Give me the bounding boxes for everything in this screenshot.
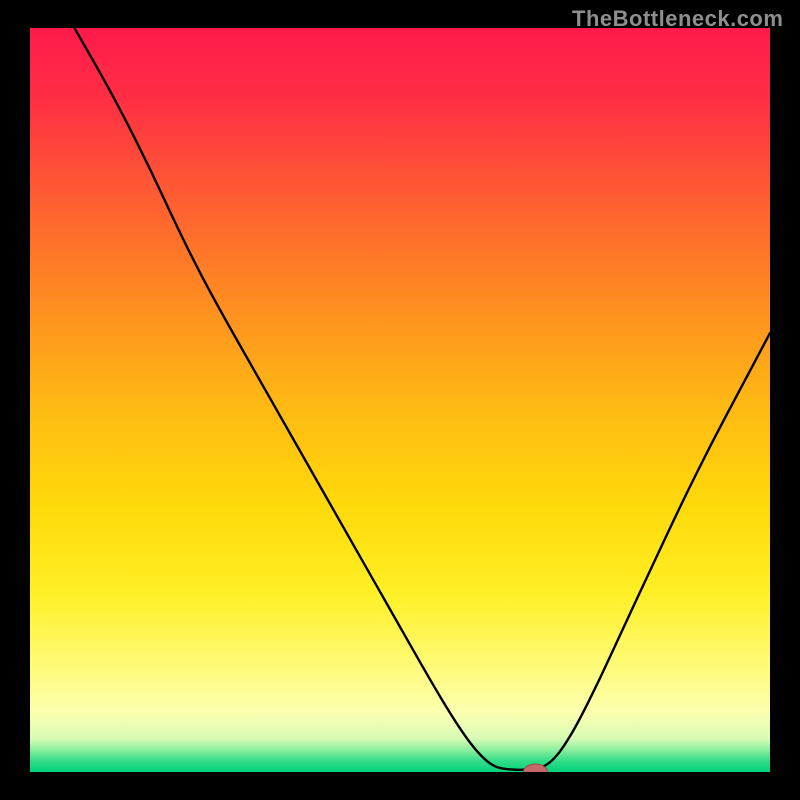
bottleneck-curve-chart (0, 0, 800, 800)
chart-container: TheBottleneck.com (0, 0, 800, 800)
watermark-text: TheBottleneck.com (572, 6, 783, 32)
chart-gradient-background (30, 28, 770, 772)
